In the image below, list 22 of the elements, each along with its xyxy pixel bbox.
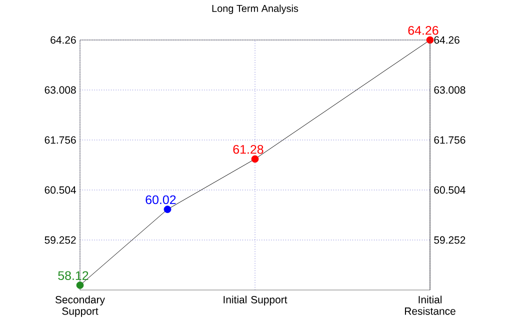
data-label: 60.02 [146,195,176,204]
x-tick-label: Initial Resistance [404,296,456,315]
y-tick-label: 59.252 [44,236,76,244]
y2-tick-label: 61.756 [434,136,466,144]
y2-tick-label: 64.26 [434,36,460,44]
y-tick-label: 64.26 [50,36,76,44]
y-tick-label: 63.008 [44,86,76,94]
y-tick-label: 60.504 [44,186,76,194]
y-tick-label: 61.756 [44,136,76,144]
y2-tick-label: 63.008 [434,86,466,94]
point [164,206,172,214]
data-label: 61.28 [233,144,264,154]
x-tick-label: Initial Support [224,296,288,306]
point [426,36,434,44]
y2-tick-label: 60.504 [434,186,466,194]
chart-title: Long Term Analysis [212,4,298,14]
point [251,155,259,163]
data-label: 64.26 [408,26,438,35]
point [76,282,84,289]
y2-tick-label: 59.252 [434,236,466,244]
data-label: 58.12 [58,271,88,280]
x-tick-label: Secondary Support [55,296,105,317]
